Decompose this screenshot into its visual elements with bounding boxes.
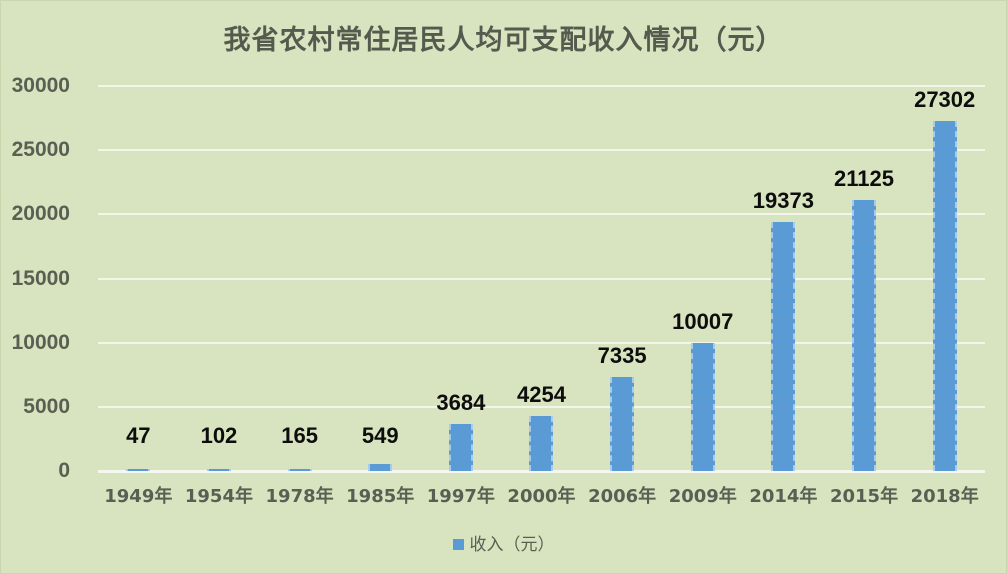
y-tick-label: 25000	[11, 138, 70, 162]
legend: 收入（元）	[0, 530, 1007, 555]
y-tick-label: 0	[58, 459, 70, 482]
data-label: 27302	[914, 86, 976, 112]
bar[interactable]	[448, 423, 473, 471]
plot-area: 0 5000 10000 15000 20000 25000 30000 47 1949年 102…	[12, 74, 985, 507]
bar-group: 27302 2018年	[904, 86, 985, 507]
bar[interactable]	[287, 468, 312, 471]
data-label: 10007	[672, 308, 734, 334]
x-tick-label: 2018年	[910, 486, 979, 507]
data-label: 3684	[436, 389, 486, 415]
gridline	[98, 85, 985, 87]
x-tick-label: 1997年	[426, 486, 495, 507]
x-tick-label: 2006年	[588, 486, 657, 507]
data-label: 4254	[517, 382, 566, 408]
x-axis-line	[98, 470, 985, 473]
gridline	[98, 341, 985, 344]
x-tick-label: 1954年	[184, 486, 253, 507]
bar[interactable]	[771, 222, 796, 471]
bar-group: 165 1978年	[259, 86, 340, 507]
bar[interactable]	[206, 469, 231, 471]
y-tick-label: 10000	[11, 330, 70, 354]
bar[interactable]	[368, 463, 393, 471]
data-label: 165	[281, 423, 318, 448]
x-tick-label: 2014年	[749, 486, 818, 507]
x-tick-label: 2009年	[668, 486, 737, 507]
bar[interactable]	[690, 342, 715, 471]
bar-group: 21125 2015年	[824, 86, 905, 507]
data-label: 102	[200, 423, 238, 448]
bar-group: 549 1985年	[340, 86, 421, 507]
y-tick-label: 20000	[11, 202, 70, 226]
data-label: 549	[361, 423, 399, 448]
bar-group: 3684 1997年	[421, 86, 502, 507]
x-tick-label: 1949年	[104, 486, 173, 507]
x-tick-label: 2015年	[829, 486, 899, 507]
gridline	[98, 149, 985, 152]
y-tick-label: 30000	[11, 74, 70, 97]
bar-group: 10007 2009年	[662, 86, 743, 507]
bar-group: 102 1954年	[179, 86, 260, 507]
bar[interactable]	[852, 199, 877, 471]
data-label: 19373	[752, 188, 814, 214]
bar[interactable]	[126, 469, 151, 471]
x-tick-label: 1985年	[346, 486, 415, 507]
x-tick-label: 1978年	[265, 486, 334, 507]
x-tick-label: 2000年	[507, 486, 576, 507]
bar-group: 19373 2014年	[743, 86, 824, 507]
chart-title: 我省农村常住居民人均可支配收入情况（元）	[223, 25, 784, 56]
data-label: 7335	[597, 342, 647, 368]
y-tick-label: 5000	[23, 394, 70, 418]
legend-swatch-icon	[452, 539, 464, 550]
data-label: 21125	[834, 165, 895, 191]
bar[interactable]	[529, 416, 554, 471]
gridline	[98, 405, 985, 408]
gridline	[98, 213, 985, 216]
bar[interactable]	[610, 376, 635, 471]
data-label: 47	[126, 423, 151, 448]
y-tick-label: 15000	[11, 266, 70, 290]
bar-group: 47 1949年	[98, 86, 179, 507]
bar[interactable]	[932, 120, 957, 471]
bar-group: 7335 2006年	[582, 86, 663, 507]
gridline	[98, 277, 985, 280]
legend-label: 收入（元）	[469, 535, 555, 555]
bar-group: 4254 2000年	[501, 86, 582, 507]
